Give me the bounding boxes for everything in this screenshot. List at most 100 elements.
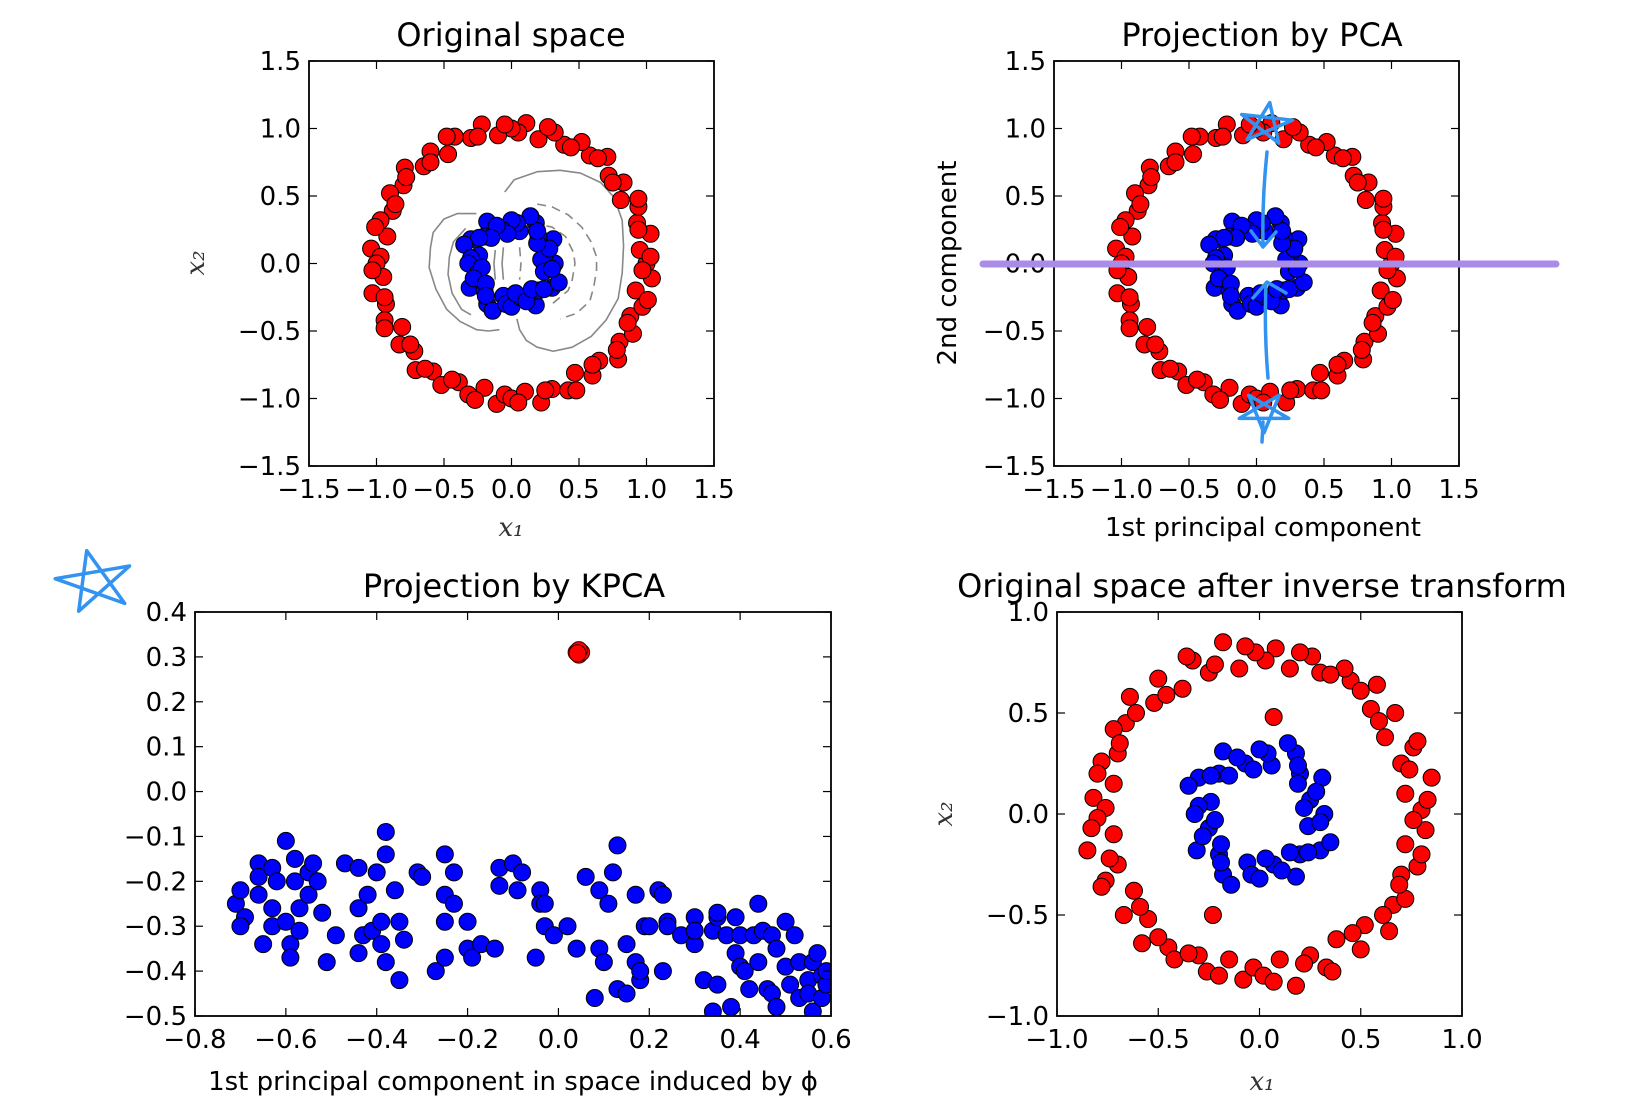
blue-data-point xyxy=(1215,228,1234,247)
red-data-point xyxy=(529,130,548,149)
red-data-point xyxy=(1351,940,1370,959)
blue-data-point xyxy=(558,917,577,936)
blue-data-point xyxy=(358,885,377,904)
blue-data-point xyxy=(267,872,286,891)
blue-data-point xyxy=(281,948,300,967)
red-data-point xyxy=(607,340,626,359)
red-data-point xyxy=(1376,728,1395,747)
red-data-point xyxy=(1374,906,1393,924)
panel-3: −0.8 −0.6 −0.4 −0.2 0.0 0.2 0.4 0.6 −0.5 −0.4 −0.3… xyxy=(124,598,852,1055)
panel-2-xlabel: 1st principal component xyxy=(1105,513,1421,543)
blue-data-point xyxy=(1278,734,1297,753)
x-tick-label: 0.0 xyxy=(491,475,532,505)
plot-area xyxy=(362,114,661,413)
blue-data-point xyxy=(485,939,504,958)
y-tick-label: −0.3 xyxy=(124,912,187,942)
x-tick-label: −0.6 xyxy=(254,1025,317,1055)
blue-data-point xyxy=(508,881,527,900)
blue-data-point xyxy=(249,867,268,886)
blue-data-point xyxy=(640,917,659,936)
y-tick-label: −0.5 xyxy=(238,317,301,347)
blue-data-point xyxy=(317,953,336,972)
red-data-point xyxy=(1327,930,1346,949)
red-data-point xyxy=(1310,363,1329,382)
y-tick-label: −1.0 xyxy=(238,385,301,415)
red-data-point xyxy=(1312,381,1331,400)
blue-data-point xyxy=(470,228,489,247)
blue-data-point xyxy=(276,831,295,850)
red-data-point xyxy=(1328,355,1347,374)
blue-data-point xyxy=(1307,782,1326,801)
red-data-point xyxy=(567,381,586,400)
panel-4-ylabel: x₂ xyxy=(929,801,959,826)
panel-1-ylabel: x₂ xyxy=(181,250,211,275)
blue-data-point xyxy=(722,998,741,1016)
contour-line xyxy=(447,227,472,316)
red-data-point xyxy=(1082,819,1101,838)
red-data-point xyxy=(1110,734,1129,753)
blue-data-point xyxy=(740,980,759,999)
x-tick-label: −0.8 xyxy=(163,1025,226,1055)
y-tick-label: 0.0 xyxy=(146,778,187,808)
red-data-point xyxy=(1418,790,1437,809)
blue-data-point xyxy=(376,953,395,972)
y-tick-label: 0.0 xyxy=(1008,800,1049,830)
blue-data-point xyxy=(476,286,495,305)
blue-data-point xyxy=(372,935,391,954)
blue-data-point xyxy=(308,872,327,891)
red-data-point xyxy=(1133,934,1152,953)
red-data-point xyxy=(1092,877,1111,896)
blue-data-point xyxy=(1250,869,1269,888)
x-tick-label: −1.0 xyxy=(345,475,408,505)
red-data-point xyxy=(1157,685,1176,704)
red-data-point xyxy=(1270,950,1289,969)
blue-data-point xyxy=(631,962,650,981)
red-data-point xyxy=(1184,145,1203,164)
red-data-point xyxy=(1343,924,1362,943)
blue-data-point xyxy=(535,894,554,913)
blue-data-point xyxy=(653,962,672,981)
panel-2: −1.5−1.0−0.50.00.51.01.5−1.5−1.0−0.50.00… xyxy=(983,47,1480,505)
y-tick-label: 0.2 xyxy=(146,688,187,718)
red-data-point xyxy=(1173,679,1192,698)
blue-data-point xyxy=(390,971,409,990)
panel-2-ylabel: 2nd component xyxy=(933,161,963,366)
blue-data-point xyxy=(276,912,295,931)
blue-data-point xyxy=(1220,766,1239,785)
star-doodle-icon xyxy=(1237,393,1291,435)
red-data-point xyxy=(1323,962,1342,981)
plot-area xyxy=(226,641,831,1016)
blue-data-point xyxy=(231,881,250,900)
red-data-point xyxy=(1084,788,1103,807)
red-data-point xyxy=(1280,659,1299,678)
x-tick-label: −0.5 xyxy=(412,475,475,505)
star-doodle-icon xyxy=(53,548,132,613)
red-data-point xyxy=(1120,687,1139,706)
blue-data-point xyxy=(1205,811,1224,830)
red-data-point xyxy=(1138,317,1157,336)
blue-data-point xyxy=(385,881,404,900)
red-data-point xyxy=(641,247,660,266)
y-tick-label: −0.4 xyxy=(124,957,187,987)
blue-data-point xyxy=(1212,835,1231,854)
y-tick-label: −0.5 xyxy=(986,901,1049,931)
blue-data-point xyxy=(785,926,804,945)
red-data-point xyxy=(1351,681,1370,700)
red-data-point xyxy=(1422,768,1441,787)
blue-data-point xyxy=(617,984,636,1003)
panel-1-xlabel: x₁ xyxy=(498,513,523,543)
blue-data-point xyxy=(1288,774,1307,793)
blue-data-point xyxy=(626,885,645,904)
x-tick-label: −0.4 xyxy=(345,1025,408,1055)
y-tick-label: 0.4 xyxy=(146,598,187,628)
red-data-point xyxy=(1295,954,1314,973)
blue-data-point xyxy=(594,953,613,972)
blue-data-point xyxy=(1222,875,1241,894)
blue-data-point xyxy=(1193,827,1212,846)
red-data-point xyxy=(1321,665,1340,684)
red-data-point xyxy=(1177,647,1196,666)
blue-data-point xyxy=(1228,748,1247,767)
blue-data-point xyxy=(781,975,800,994)
blue-data-point xyxy=(544,926,563,945)
red-data-point xyxy=(1408,732,1427,751)
